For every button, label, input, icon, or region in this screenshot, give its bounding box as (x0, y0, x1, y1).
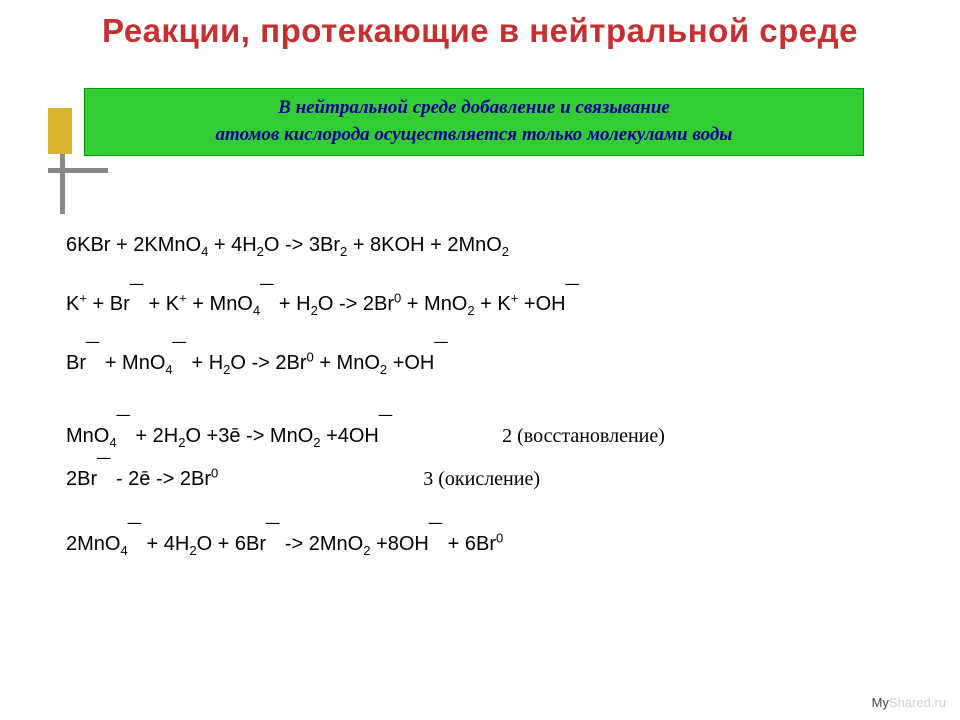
half-reaction-2: 2Br¯ - 2ē -> 2Br03 (окисление) (66, 462, 906, 493)
equation-1: 6KBr + 2KMnO4 + 4H2O -> 3Br2 + 8KOH + 2M… (66, 232, 906, 261)
equations-block: 6KBr + 2KMnO4 + 4H2O -> 3Br2 + 8KOH + 2M… (66, 232, 906, 570)
equation-sum: 2MnO4¯ + 4H2O + 6Br¯ -> 2MnO2 +8OH¯ + 6B… (66, 527, 906, 560)
note-line-1: В нейтральной среде добавление и связыва… (85, 95, 863, 122)
equation-3: Br¯ + MnO4¯ + H2O -> 2Br0 + MnO2 +OH¯ (66, 346, 906, 379)
slide-title: Реакции, протекающие в нейтральной среде (0, 0, 960, 50)
note-box: В нейтральной среде добавление и связыва… (84, 88, 864, 156)
annotation-oxidation: 3 (окисление) (423, 466, 540, 492)
note-line-2: атомов кислорода осуществляется только м… (85, 122, 863, 149)
watermark: MyShared.ru (872, 695, 946, 710)
half-reaction-1: MnO4¯ + 2H2O +3ē -> MnO2 +4OH¯2 (восстан… (66, 419, 906, 452)
annotation-reduction: 2 (восстановление) (502, 423, 665, 449)
equation-2: K+ + Br¯ + K+ + MnO4¯ + H2O -> 2Br0 + Mn… (66, 287, 906, 320)
